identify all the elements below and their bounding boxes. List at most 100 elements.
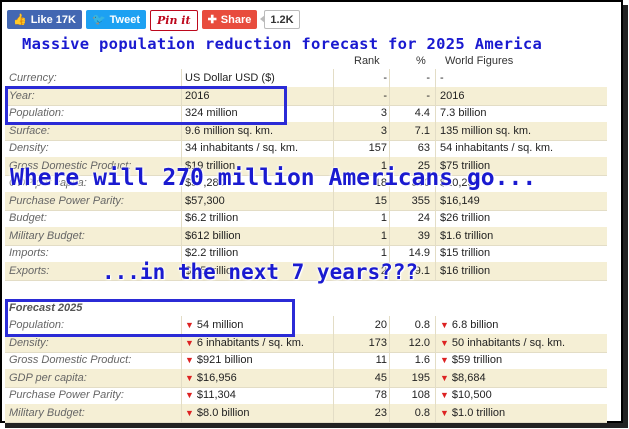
cell-text: 3 <box>380 124 387 137</box>
cell-world: ▼ $1.0 trillion <box>440 407 505 419</box>
cell-text: $16,956 <box>196 371 237 384</box>
cell-text: 11 <box>375 354 387 366</box>
share-label: Share <box>220 13 252 26</box>
table-row: Gross Domestic Product: $19 trillion 1 25 $7… <box>5 156 607 176</box>
cell-pct: 1.6 <box>390 354 430 366</box>
tweet-button[interactable]: 🐦 Tweet <box>85 10 147 29</box>
cell-pct: 9.1 <box>390 265 430 277</box>
cell-world: $1.6 trillion <box>440 230 493 242</box>
cell-label: Gross Domestic Product: <box>9 160 131 172</box>
down-arrow-icon: ▼ <box>185 355 194 365</box>
cell-rank: 1 <box>335 160 387 172</box>
cell-text: $15 trillion <box>440 247 491 259</box>
cell-pct: - <box>390 72 430 84</box>
cell-value: ▼ $8.0 billion <box>185 407 250 419</box>
down-arrow-icon: ▼ <box>440 355 449 365</box>
cell-text: 2016 <box>440 89 465 102</box>
cell-value: 2016 <box>185 90 209 102</box>
cell-text: 34 inhabitants / sq. km. <box>185 142 299 154</box>
cell-pct: 0.8 <box>390 319 430 331</box>
cell-text: $11,304 <box>196 389 236 401</box>
facebook-like-button[interactable]: 👍 Like 17K <box>7 10 82 29</box>
cell-text: 45 <box>374 371 387 384</box>
cell-text: 50 inhabitants / sq. km. <box>451 336 566 349</box>
cell-text: 108 <box>411 389 430 401</box>
table-row: Budget: $6.2 trillion 1 24 $26 trillion <box>5 209 607 228</box>
pin-it-button[interactable]: Pin it <box>150 10 198 31</box>
cell-label: Purchase Power Parity: <box>9 389 124 401</box>
highlight-box-current <box>5 86 287 125</box>
overlay-subquestion: ...in the next 7 years??? <box>102 260 419 284</box>
cell-text: $57,280 <box>185 177 225 189</box>
cell-rank: 3 <box>335 107 387 119</box>
cell-text: 12.0 <box>408 336 430 349</box>
cell-rank: - <box>335 72 387 84</box>
share-button[interactable]: ✚ Share <box>201 10 258 29</box>
cell-rank: 173 <box>335 337 387 349</box>
cell-world: 2016 <box>440 90 464 102</box>
highlight-box-forecast <box>5 299 295 337</box>
cell-pct: 39 <box>390 230 430 242</box>
cell-label: GDP per capita: <box>9 372 87 384</box>
cell-text: 9.1 <box>414 264 430 277</box>
like-label: Like 17K <box>30 13 76 26</box>
table-row: Purchase Power Parity: ▼ $11,304 78 108 ▼ $10,… <box>5 386 607 405</box>
cell-text: 24 <box>417 212 430 224</box>
cell-text: 0.8 <box>414 406 430 419</box>
cell-label: GDP per capita: <box>9 177 87 189</box>
cell-rank: 1 <box>335 247 387 259</box>
table-row: Year: 2016- -2016 <box>5 86 607 106</box>
cell-label: Density: <box>9 142 49 154</box>
cell-rank: 2 <box>335 265 387 277</box>
cell-text: 350 <box>411 177 430 189</box>
cell-text: Purchase Power Parity: <box>9 194 124 207</box>
cell-text: Population: <box>9 319 65 331</box>
cell-text: - <box>440 72 444 84</box>
cell-text: 9.6 million sq. km. <box>185 124 274 137</box>
cell-text: 7.3 billion <box>440 107 487 119</box>
pin-label: Pin it <box>157 14 191 27</box>
cell-text: US Dollar USD ($) <box>185 72 275 84</box>
headline: Massive population reduction forecast fo… <box>22 35 543 53</box>
cell-rank: 78 <box>335 389 387 401</box>
cell-pct: 7.1 <box>390 125 430 137</box>
cell-world: ▼ 6.8 billion <box>440 319 498 331</box>
cell-label: Military Budget: <box>9 407 85 419</box>
table-row: Military Budget: ▼ $8.0 billion 23 0.8 ▼ $1.0 … <box>5 403 607 423</box>
cell-label: Density: <box>9 337 49 349</box>
cell-world: ▼ $10,500 <box>440 389 492 401</box>
down-arrow-icon: ▼ <box>185 337 194 348</box>
cell-world: $75 trillion <box>440 160 490 172</box>
cell-text: $1.0 trillion <box>451 406 506 419</box>
cell-label: Population: <box>9 107 64 119</box>
cell-text: - <box>426 89 430 102</box>
cell-label: Budget: <box>9 212 47 224</box>
table-row: Surface: 9.6 million sq. km. 3 7.1 135 milli… <box>5 121 607 141</box>
cell-value: 34 inhabitants / sq. km. <box>185 142 298 154</box>
cell-text: 195 <box>411 371 430 384</box>
table-row: Density: ▼ 6 inhabitants / sq. km. 173 12.0 ▼… <box>5 333 607 353</box>
cell-text: 23 <box>374 406 387 419</box>
cell-world: $10,250 <box>440 177 480 189</box>
cell-value: $6.2 trillion <box>185 212 238 224</box>
cell-text: $921 billion <box>196 354 253 366</box>
cell-rank: - <box>335 90 387 102</box>
cell-text: Gross Domestic Product: <box>9 159 132 172</box>
cell-value: ▼ $921 billion <box>185 354 253 366</box>
image-frame: 👍 Like 17K 🐦 Tweet Pin it ✚ Share 1.2K M… <box>0 0 623 423</box>
cell-text: 355 <box>411 194 430 207</box>
cell-value: ▼ $11,304 <box>185 389 236 401</box>
cell-text: 18 <box>374 177 387 189</box>
cell-text: Military Budget: <box>9 406 85 419</box>
cell-rank: 1 <box>335 230 387 242</box>
cell-rank: 23 <box>335 407 387 419</box>
cell-value: $1.5 trillion <box>185 265 238 277</box>
down-arrow-icon: ▼ <box>185 390 194 400</box>
cell-label: Purchase Power Parity: <box>9 195 124 207</box>
table-row: GDP per capita: ▼ $16,956 45 195 ▼ $8,684 <box>5 368 607 388</box>
cell-text: 2016 <box>185 89 210 102</box>
cell-text: $19 trillion <box>185 159 236 172</box>
cell-value: ▼ $16,956 <box>185 372 237 384</box>
down-arrow-icon: ▼ <box>440 407 449 418</box>
cell-value: $2.2 trillion <box>185 247 238 259</box>
